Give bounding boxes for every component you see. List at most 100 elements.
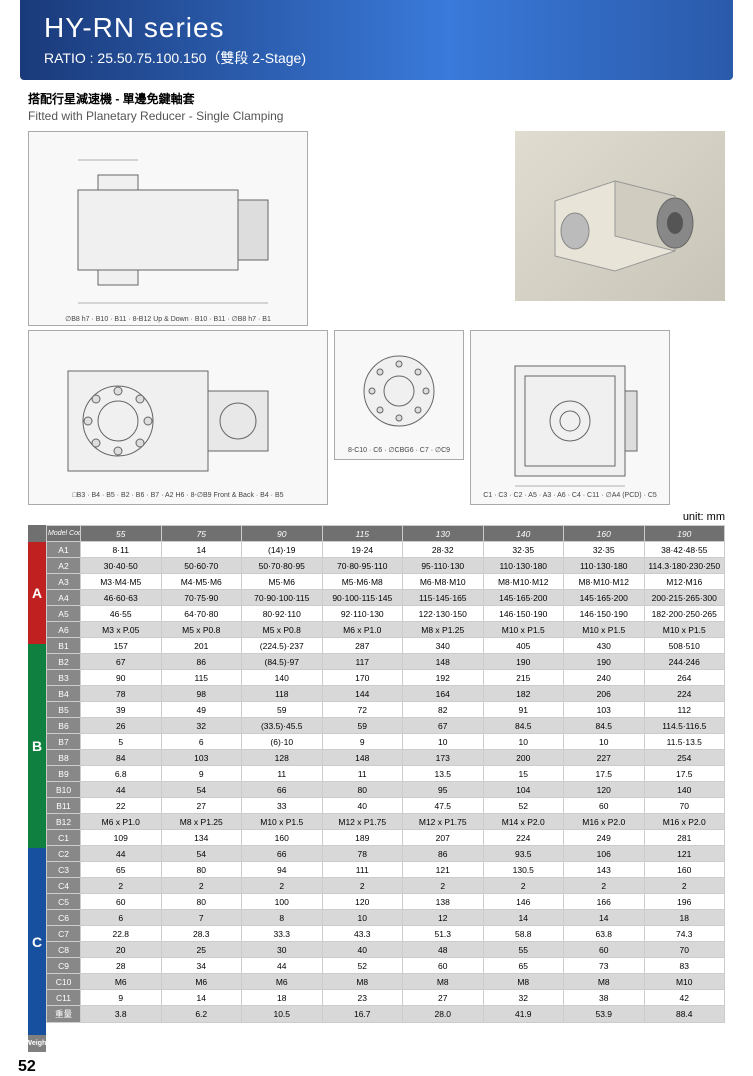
data-cell: 47.5	[403, 798, 484, 814]
model-column-header: 190	[644, 526, 725, 542]
data-cell: 66	[242, 846, 323, 862]
data-cell: M16 x P2.0	[564, 814, 645, 830]
table-row: C422222222	[47, 878, 725, 894]
table-row: B96.89111113.51517.517.5	[47, 766, 725, 782]
data-cell: 44	[242, 958, 323, 974]
data-cell: 138	[403, 894, 484, 910]
data-cell: 28	[81, 958, 162, 974]
data-cell: 32	[483, 990, 564, 1006]
page-header: HY-RN series RATIO : 25.50.75.100.150（雙段…	[20, 0, 733, 80]
row-code: B8	[47, 750, 81, 766]
data-cell: 2	[564, 878, 645, 894]
data-cell: 10.5	[242, 1006, 323, 1023]
data-cell: 30·40·50	[81, 558, 162, 574]
data-cell: 166	[564, 894, 645, 910]
table-row: A230·40·5050·60·7050·70·80·9570·80·95·11…	[47, 558, 725, 574]
spec-table: ABCWeight Model Code55759011513014016019…	[28, 525, 725, 1052]
data-cell: 143	[564, 862, 645, 878]
data-cell: 25	[161, 942, 242, 958]
data-cell: 103	[161, 750, 242, 766]
data-cell: 50·70·80·95	[242, 558, 323, 574]
data-cell: 70·90·100·115	[242, 590, 323, 606]
product-render	[515, 131, 725, 301]
data-cell: 508·510	[644, 638, 725, 654]
table-row: B756(6)·10910101011.5·13.5	[47, 734, 725, 750]
section-label-a: A	[28, 542, 46, 644]
data-cell: 14	[483, 910, 564, 926]
data-cell: 32·35	[564, 542, 645, 558]
diagram-flange-labels: 8-C10 · C6 · ∅CBG6 · C7 · ∅C9	[348, 446, 450, 454]
data-cell: M12 x P1.75	[322, 814, 403, 830]
data-cell: 117	[322, 654, 403, 670]
row-code: A3	[47, 574, 81, 590]
data-cell: M8	[403, 974, 484, 990]
data-cell: 103	[564, 702, 645, 718]
data-cell: M6·M8·M10	[403, 574, 484, 590]
data-cell: 121	[644, 846, 725, 862]
data-cell: 224	[483, 830, 564, 846]
table-row: C66781012141418	[47, 910, 725, 926]
data-cell: 114.5·116.5	[644, 718, 725, 734]
data-cell: 44	[81, 782, 162, 798]
table-row: B5394959728291103112	[47, 702, 725, 718]
data-cell: 6.8	[81, 766, 162, 782]
data-cell: 118	[242, 686, 323, 702]
data-cell: 200·215·265·300	[644, 590, 725, 606]
row-code: B5	[47, 702, 81, 718]
data-cell: (14)·19	[242, 542, 323, 558]
data-cell: 95	[403, 782, 484, 798]
header-title: HY-RN series	[44, 12, 709, 44]
data-cell: 9	[161, 766, 242, 782]
data-cell: 190	[483, 654, 564, 670]
table-row: C82025304048556070	[47, 942, 725, 958]
data-cell: 146·150·190	[564, 606, 645, 622]
data-cell: M5·M6	[242, 574, 323, 590]
row-code: B3	[47, 670, 81, 686]
data-cell: 46·60·63	[81, 590, 162, 606]
data-cell: 264	[644, 670, 725, 686]
data-cell: 287	[322, 638, 403, 654]
data-cell: M12 x P1.75	[403, 814, 484, 830]
data-cell: 189	[322, 830, 403, 846]
row-code: C11	[47, 990, 81, 1006]
data-cell: M8 x P1.25	[161, 814, 242, 830]
data-cell: 281	[644, 830, 725, 846]
data-cell: 32·35	[483, 542, 564, 558]
data-cell: M5 x P0.8	[242, 622, 323, 638]
data-cell: 18	[242, 990, 323, 1006]
data-cell: 94	[242, 862, 323, 878]
data-cell: M10 x P1.5	[564, 622, 645, 638]
data-cell: 60	[564, 942, 645, 958]
table-row: C10M6M6M6M8M8M8M8M10	[47, 974, 725, 990]
data-cell: 6.2	[161, 1006, 242, 1023]
data-cell: 100	[242, 894, 323, 910]
page-number: 52	[18, 1058, 753, 1076]
row-code: B4	[47, 686, 81, 702]
section-label-weight: Weight	[28, 1035, 46, 1052]
table-row: B112227334047.5526070	[47, 798, 725, 814]
data-cell: 215	[483, 670, 564, 686]
data-cell: 121	[403, 862, 484, 878]
data-cell: 340	[403, 638, 484, 654]
data-cell: 44	[81, 846, 162, 862]
model-column-header: 90	[242, 526, 323, 542]
data-cell: M8 x P1.25	[403, 622, 484, 638]
data-cell: 17.5	[564, 766, 645, 782]
data-cell: 115·145·165	[403, 590, 484, 606]
data-cell: 55	[483, 942, 564, 958]
data-cell: 146	[483, 894, 564, 910]
data-cell: 83	[644, 958, 725, 974]
table-row: A18·1114(14)·1919·2428·3232·3532·3538·42…	[47, 542, 725, 558]
data-cell: 33.3	[242, 926, 323, 942]
data-cell: 19·24	[322, 542, 403, 558]
data-cell: M8	[322, 974, 403, 990]
data-cell: 9	[81, 990, 162, 1006]
row-code: C6	[47, 910, 81, 926]
data-cell: 43.3	[322, 926, 403, 942]
data-cell: 8	[242, 910, 323, 926]
diagram-top-labels: ∅B8 h7 · B10 · B11 · 8-B12 Up & Down · B…	[65, 315, 271, 323]
data-cell: 2	[403, 878, 484, 894]
data-cell: 38·42·48·55	[644, 542, 725, 558]
data-cell: 60	[564, 798, 645, 814]
data-cell: M5 x P0.8	[161, 622, 242, 638]
